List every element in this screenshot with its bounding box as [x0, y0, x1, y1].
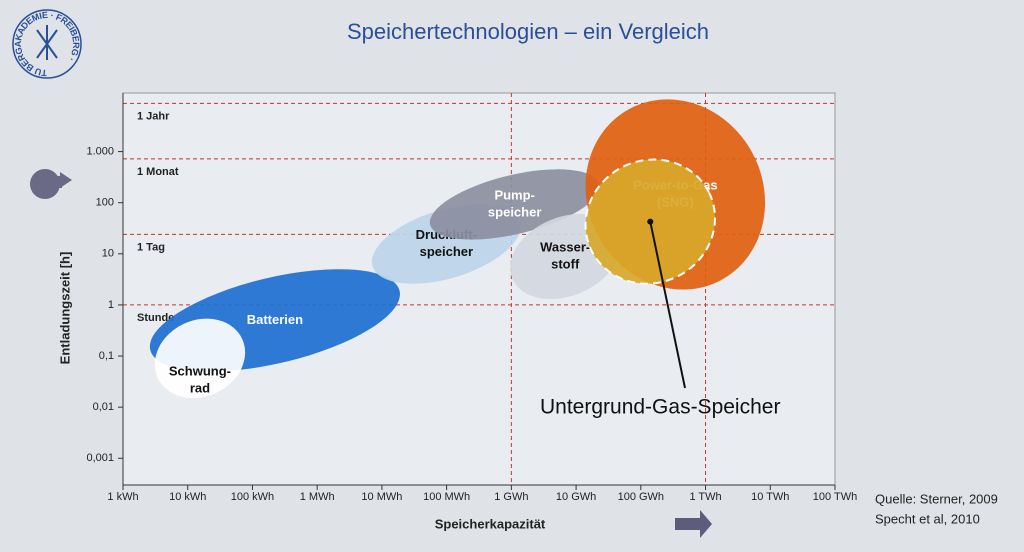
reference-label: 1 Monat	[137, 166, 179, 178]
region-label: Schwung-	[169, 363, 231, 378]
x-tick-label: 100 TWh	[813, 491, 857, 503]
region-label: rad	[190, 380, 210, 395]
y-tick-label: 1	[108, 299, 114, 311]
x-tick-label: 1 MWh	[300, 491, 335, 503]
y-tick-label: 10	[102, 248, 114, 260]
x-tick-label: 10 MWh	[361, 491, 402, 503]
region-label: Pump-	[494, 187, 534, 202]
annotation-label: Untergrund-Gas-Speicher	[540, 396, 780, 419]
nav-arrow-right	[675, 510, 712, 538]
x-tick-label: 100 kWh	[231, 491, 274, 503]
x-tick-label: 100 GWh	[618, 491, 664, 503]
source: Quelle: Sterner, 2009	[875, 491, 998, 506]
region-label: speicher	[488, 204, 541, 219]
x-tick-label: 1 kWh	[107, 491, 138, 503]
x-tick-label: 100 MWh	[423, 491, 470, 503]
x-tick-label: 10 GWh	[556, 491, 596, 503]
nav-arrow	[52, 172, 72, 188]
x-tick-label: 10 TWh	[751, 491, 789, 503]
x-tick-label: 1 TWh	[689, 491, 721, 503]
annotation-dot	[647, 218, 654, 225]
region	[154, 318, 246, 399]
region	[429, 169, 600, 240]
reference-label: 1 Jahr	[137, 110, 170, 122]
region-label: Wasser-	[540, 240, 590, 255]
y-axis-label: Entladungszeit [h]	[57, 252, 72, 365]
y-tick-label: 0,001	[86, 452, 114, 464]
annotation-line	[649, 221, 686, 389]
region-label: Batterien	[247, 312, 303, 327]
y-tick-label: 0,01	[93, 401, 114, 413]
y-tick-label: 0,1	[99, 350, 114, 362]
reference-label: Stunde	[137, 312, 174, 324]
reference-label: 1 Tag	[137, 241, 165, 253]
logo-icon	[36, 25, 58, 60]
x-tick-label: 10 kWh	[169, 491, 206, 503]
y-tick-label: 1.000	[86, 145, 114, 157]
y-tick-label: 100	[96, 197, 114, 209]
region-label: stoff	[551, 257, 580, 272]
x-axis-label: Speicherkapazität	[435, 516, 546, 531]
logo-ring	[12, 9, 82, 79]
x-tick-label: 1 GWh	[494, 491, 528, 503]
region-label: speicher	[420, 244, 473, 259]
source: Specht et al, 2010	[875, 511, 980, 526]
logo: TU BERGAKADEMIE · FREIBERG ·	[12, 9, 82, 79]
chart-title: Speichertechnologien – ein Vergleich	[347, 19, 709, 44]
